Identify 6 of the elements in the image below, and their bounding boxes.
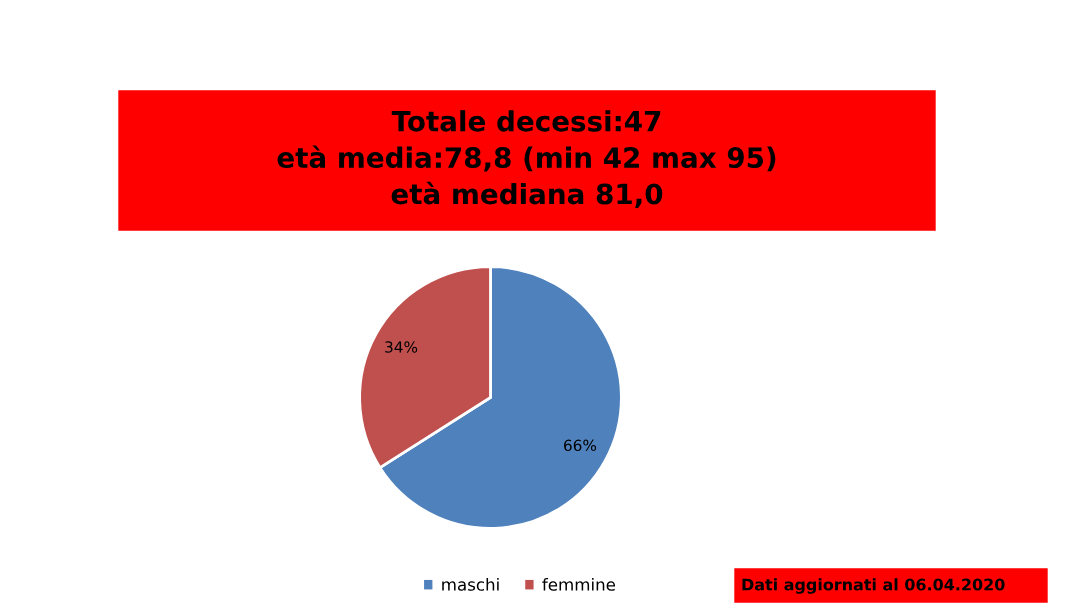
data-label: 34% [385, 341, 418, 353]
chart-title: Totale decessi:47 età media:78,8 (min 42 max 95) età mediana 81,0 [277, 110, 776, 208]
legend-label: maschi [442, 577, 499, 591]
text: Dati aggiornati al 06.04.2020 [742, 578, 1005, 594]
data-label: 66% [564, 439, 597, 452]
legend-label: femmine [542, 577, 616, 591]
